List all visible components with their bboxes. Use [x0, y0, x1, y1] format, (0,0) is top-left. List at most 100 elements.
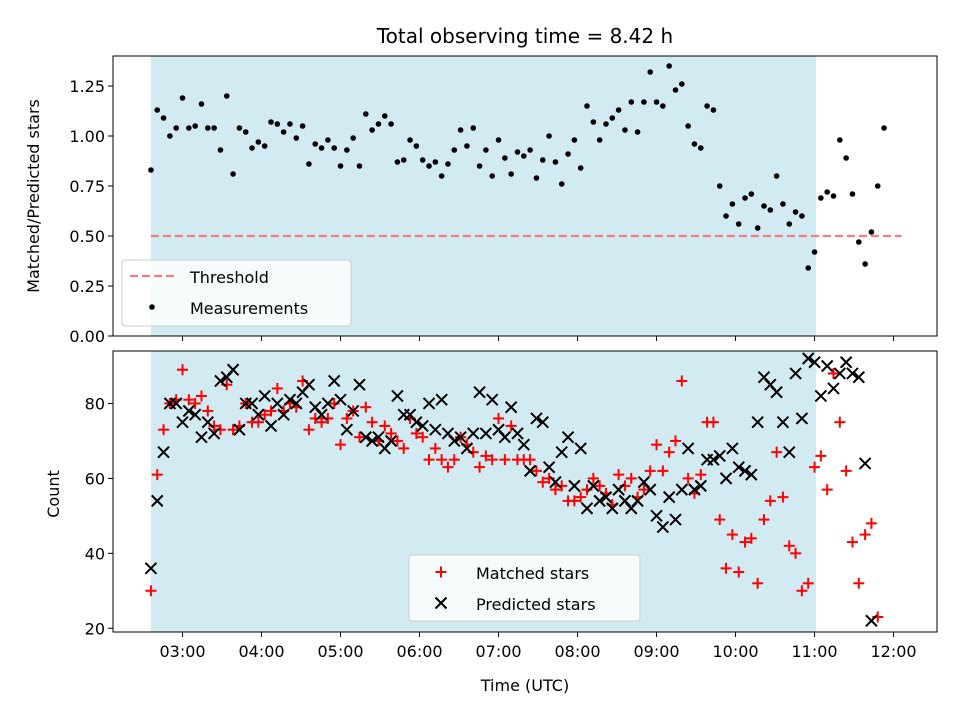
- predicted-point: [852, 371, 865, 384]
- predicted-point: [745, 468, 758, 481]
- measurement-point: [400, 157, 407, 163]
- predicted-point: [486, 393, 499, 406]
- predicted-point-b: [473, 386, 486, 399]
- measurement-point: [653, 99, 660, 105]
- measurement-point: [609, 115, 616, 121]
- predicted-point-b: [315, 408, 328, 421]
- predicted-point: [776, 415, 790, 429]
- measurement-point: [217, 147, 224, 153]
- bottom-y-tick-label: 60: [85, 469, 105, 488]
- measurement-point: [527, 147, 533, 153]
- predicted-point-b: [283, 393, 297, 406]
- predicted-point: [839, 356, 853, 369]
- predicted-point: [530, 412, 543, 425]
- measurement-point: [868, 229, 875, 235]
- predicted-point-b: [732, 460, 745, 474]
- measurement-point: [179, 95, 186, 101]
- top-y-tick-label: 0.50: [69, 227, 105, 246]
- matched-point: [316, 416, 328, 428]
- legend-matched-marker: [435, 566, 447, 578]
- matched-point: [474, 461, 486, 473]
- predicted-point: [593, 494, 606, 508]
- predicted-point-b: [492, 423, 505, 436]
- matched-point: [486, 454, 498, 466]
- predicted-point: [353, 378, 366, 391]
- predicted-point: [656, 520, 670, 534]
- predicted-point-b: [738, 464, 752, 478]
- x-tick-label: 03:00: [159, 642, 205, 661]
- predicted-point-b: [681, 442, 695, 455]
- measurement-point: [615, 107, 622, 113]
- top-legend: Threshold Measurements: [121, 259, 352, 327]
- measurement-point: [344, 147, 350, 153]
- predicted-point-b: [644, 483, 657, 496]
- predicted-point: [188, 408, 202, 421]
- matched-point: [524, 454, 536, 466]
- matched-point: [259, 409, 271, 421]
- predicted-point: [517, 438, 531, 451]
- measurement-point: [223, 93, 230, 99]
- predicted-point: [467, 427, 480, 440]
- measurement-point: [432, 159, 439, 165]
- predicted-point-b: [599, 490, 613, 504]
- top-y-tick-label: 0.25: [69, 277, 105, 296]
- legend-measurements-swatch: [149, 304, 155, 310]
- matched-point: [764, 495, 776, 507]
- predicted-point-b: [688, 483, 701, 496]
- predicted-point-b: [328, 374, 341, 388]
- measurement-point: [192, 123, 198, 129]
- predicted-point-b: [157, 445, 170, 459]
- measurement-point: [533, 175, 540, 181]
- measurement-point: [811, 249, 818, 255]
- measurement-point: [508, 171, 514, 177]
- predicted-point: [599, 490, 613, 504]
- predicted-point: [233, 423, 246, 436]
- matched-point: [183, 394, 195, 406]
- predicted-point-b: [783, 445, 796, 459]
- predicted-point: [751, 415, 764, 429]
- predicted-point-b: [852, 371, 865, 384]
- measurement-point: [622, 127, 628, 133]
- matched-point: [745, 532, 757, 544]
- measurement-point: [780, 201, 786, 207]
- measurement-point: [318, 145, 325, 151]
- legend-measurements-label: Measurements: [190, 299, 308, 318]
- predicted-point-b: [460, 442, 474, 455]
- measurement-point: [805, 265, 812, 271]
- x-axis-label: Time (UTC): [480, 676, 569, 695]
- measurement-point: [489, 173, 496, 179]
- measurement-point: [855, 239, 862, 245]
- predicted-point-b: [858, 457, 872, 470]
- predicted-point: [201, 415, 215, 429]
- measurement-point: [495, 137, 502, 143]
- measurement-point: [754, 225, 761, 231]
- matched-point: [695, 469, 707, 481]
- predicted-point-b: [833, 367, 847, 380]
- measurement-point: [546, 133, 552, 139]
- bottom-legend: Matched stars Predicted stars: [408, 554, 641, 622]
- predicted-point: [833, 367, 847, 380]
- matched-point: [448, 454, 460, 466]
- matched-point: [499, 454, 511, 466]
- predicted-point-b: [561, 430, 575, 444]
- predicted-point: [391, 389, 404, 403]
- bottom-y-tick-label: 20: [85, 619, 105, 638]
- matched-point: [707, 416, 719, 428]
- measurement-point: [148, 167, 154, 173]
- measurement-point: [704, 103, 710, 109]
- predicted-point: [606, 502, 619, 515]
- predicted-point: [264, 419, 278, 433]
- measurement-point: [571, 137, 578, 143]
- predicted-point: [814, 389, 828, 403]
- predicted-point-b: [467, 427, 480, 440]
- predicted-point: [574, 442, 587, 455]
- measurement-point: [773, 173, 780, 179]
- predicted-point: [290, 397, 303, 410]
- x-tick-label: 06:00: [396, 642, 442, 661]
- matched-point: [417, 431, 429, 443]
- measurement-point: [539, 157, 546, 163]
- measurement-point: [186, 125, 192, 131]
- measurement-point: [325, 137, 331, 143]
- matched-point: [777, 491, 789, 503]
- legend-predicted-label: Predicted stars: [476, 595, 596, 614]
